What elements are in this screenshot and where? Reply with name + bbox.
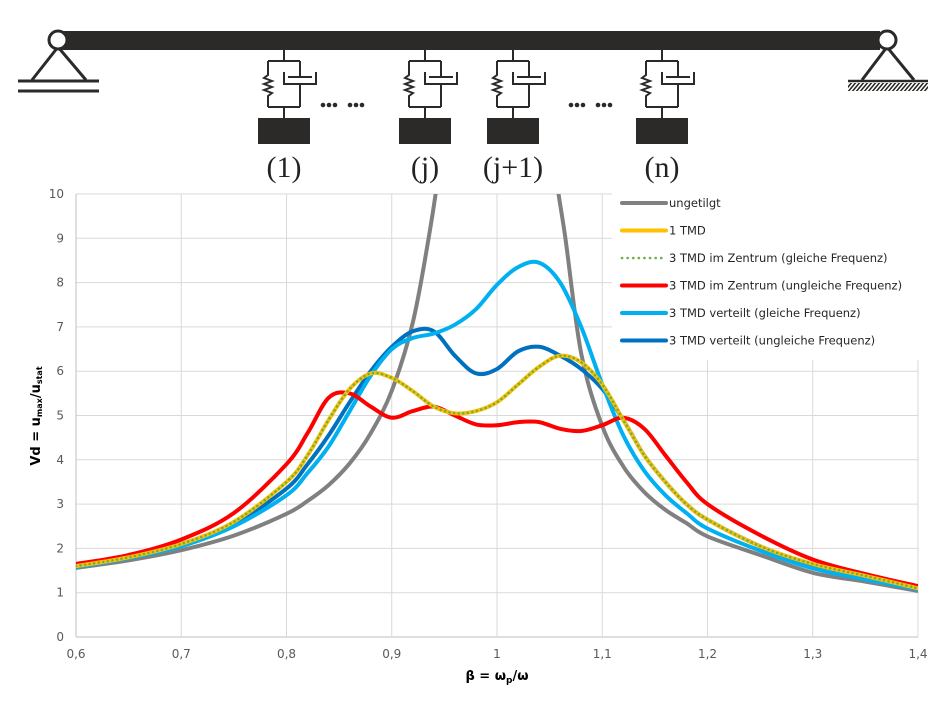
y-tick-label: 0 — [56, 630, 64, 644]
beam — [62, 31, 880, 50]
series-line-ungetilgt — [76, 194, 918, 593]
tmd-label-j-plus-1: (j+1) — [483, 151, 543, 184]
tmd-unit-1 — [257, 49, 317, 145]
x-tick-labels: 0,6 0,7 0,8 0,9 1 1,1 1,2 1,3 1,4 — [66, 647, 927, 661]
y-tick-labels: 0 1 2 3 4 5 6 7 8 9 10 — [49, 187, 64, 644]
ellipsis-dots-2 — [568, 102, 613, 108]
y-tick-label: 5 — [56, 409, 64, 423]
right-pin-support-icon — [848, 29, 928, 91]
legend-label: 3 TMD im Zentrum (gleiche Frequenz) — [669, 251, 888, 265]
y-axis-title: Vd = umax/ustat — [29, 366, 44, 465]
left-pin-support-icon — [18, 29, 99, 93]
tmd-label-1: (1) — [267, 151, 302, 184]
tmd-unit-j-plus-1 — [486, 49, 546, 145]
x-tick-label: 0,8 — [277, 647, 296, 661]
y-tick-label: 1 — [56, 586, 64, 600]
grid — [75, 193, 919, 638]
frequency-response-chart: 0,6 0,7 0,8 0,9 1 1,1 1,2 1,3 1,4 0 1 2 3 4 5 6 7 8 9 10 β… — [29, 187, 932, 686]
y-tick-label: 8 — [56, 276, 64, 290]
legend: ungetilgt 1 TMD 3 TMD im Zentrum (gleiche … — [612, 188, 932, 360]
legend-label: 3 TMD im Zentrum (ungleiche Frequenz) — [669, 279, 902, 293]
legend-label: 1 TMD — [669, 224, 706, 238]
legend-label: ungetilgt — [669, 196, 721, 210]
legend-item: 3 TMD verteilt (ungleiche Frequenz) — [620, 334, 875, 348]
legend-item: ungetilgt — [620, 196, 721, 210]
legend-label: 3 TMD verteilt (gleiche Frequenz) — [669, 306, 861, 320]
series-line-2 — [76, 354, 918, 590]
x-axis-title: β = ωp/ω — [465, 669, 528, 686]
tmd-unit-j — [398, 49, 458, 145]
curves — [76, 194, 918, 593]
x-tick-label: 1,3 — [803, 647, 822, 661]
y-tick-label: 3 — [56, 497, 64, 511]
x-tick-label: 0,9 — [382, 647, 401, 661]
legend-item: 3 TMD im Zentrum (gleiche Frequenz) — [620, 251, 888, 265]
legend-item: 3 TMD verteilt (gleiche Frequenz) — [620, 306, 861, 320]
tmd-beam-diagram: (1) (j) (j+1) (n) — [18, 29, 928, 184]
y-tick-label: 7 — [56, 320, 64, 334]
y-tick-label: 2 — [56, 541, 64, 555]
x-tick-label: 0,6 — [66, 647, 85, 661]
x-tick-label: 1 — [493, 647, 501, 661]
x-tick-label: 0,7 — [172, 647, 191, 661]
x-tick-label: 1,4 — [908, 647, 927, 661]
x-tick-label: 1,2 — [698, 647, 717, 661]
y-tick-label: 9 — [56, 231, 64, 245]
x-tick-label: 1,1 — [593, 647, 612, 661]
tmd-unit-n — [635, 49, 695, 145]
y-tick-label: 4 — [56, 453, 64, 467]
y-tick-label: 6 — [56, 364, 64, 378]
tmd-label-j: (j) — [411, 151, 439, 184]
ellipsis-dots-1 — [320, 102, 365, 108]
legend-box — [612, 188, 932, 360]
tmd-label-n: (n) — [645, 151, 680, 184]
legend-item: 3 TMD im Zentrum (ungleiche Frequenz) — [620, 279, 902, 293]
legend-item: 1 TMD — [620, 224, 706, 238]
legend-label: 3 TMD verteilt (ungleiche Frequenz) — [669, 334, 875, 348]
series-line-4 — [76, 259, 918, 592]
y-tick-label: 10 — [49, 187, 64, 201]
series-line-3 — [76, 390, 918, 589]
